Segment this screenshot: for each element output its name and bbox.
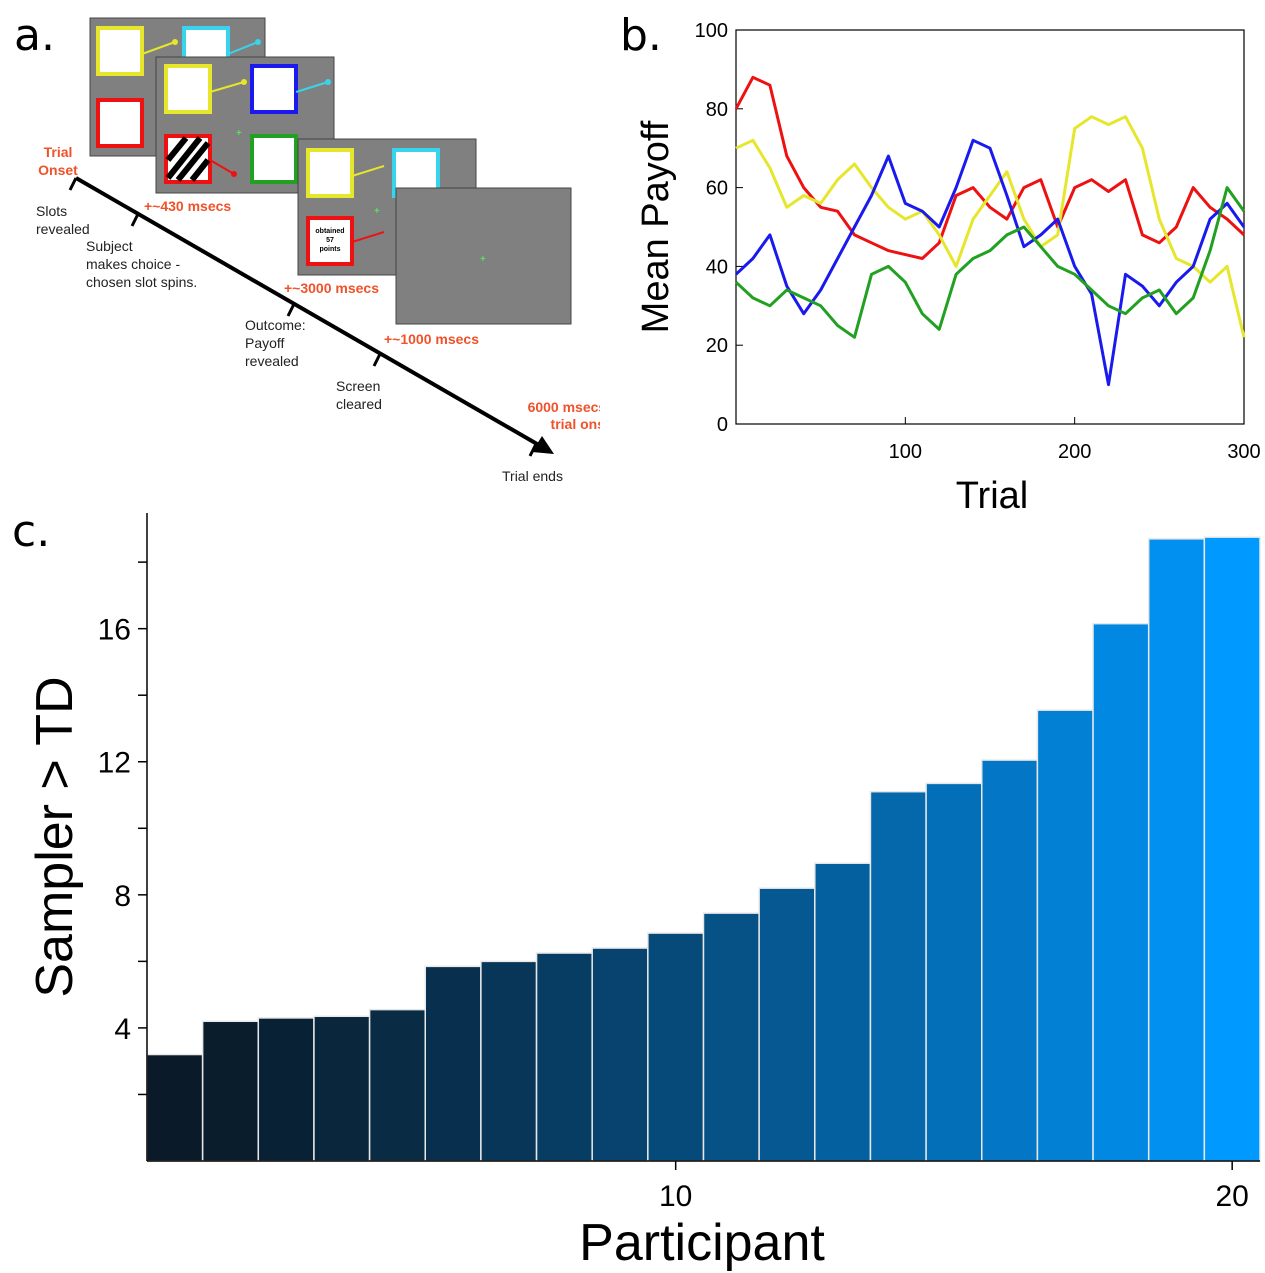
bar-participant-2	[201, 1020, 260, 1162]
chart-c-ytick-label: 16	[98, 614, 131, 647]
panel-a-letter: a.	[14, 10, 55, 61]
chart-b-xtick-label: 300	[1227, 441, 1260, 463]
bar-participant-3	[257, 1017, 315, 1162]
bar-participant-20	[1203, 536, 1261, 1162]
screen-2: +	[155, 56, 335, 194]
slot-red	[96, 98, 144, 148]
bar-participant-1	[146, 1053, 204, 1162]
chart-b-ytick-label: 80	[706, 99, 728, 121]
subject-choice-2: makes choice -	[86, 256, 180, 272]
payoff-line-3: points	[320, 246, 341, 253]
bar-participant-19	[1147, 538, 1206, 1162]
bar-participant-5	[368, 1008, 427, 1162]
bar-participant-8	[535, 952, 593, 1162]
chart-b-xtick-label: 100	[889, 441, 922, 463]
bar-participant-9	[591, 947, 649, 1162]
chart-b-ytick-label: 40	[706, 256, 728, 278]
spinning-slot	[164, 134, 212, 184]
trial-onset-label-2: Onset	[38, 162, 78, 178]
chart-c-ytick-label: 8	[114, 880, 131, 913]
bar-participant-10	[647, 932, 705, 1162]
series-line-yellow	[735, 115, 1246, 338]
task-timeline-diagram: + obtained 57 points + + Trial Onset Slo…	[36, 17, 600, 484]
bar-participant-6	[424, 965, 482, 1162]
outcome-1: Outcome:	[245, 317, 306, 333]
svg-text:+: +	[236, 128, 242, 139]
chart-b-frame	[735, 29, 1245, 425]
bar-participant-15	[925, 782, 983, 1162]
bar-participant-12	[758, 887, 816, 1162]
chart-b-ytick-label: 60	[706, 178, 728, 200]
series-line-blue	[734, 138, 1246, 387]
subject-choice-1: Subject	[86, 238, 133, 254]
outcome-2: Payoff	[245, 335, 285, 351]
slots-revealed-1: Slots	[36, 203, 67, 219]
sampler-td-bar-chart: 4 8 12 16 10 20 Participant Sampler > TD	[26, 513, 1261, 1272]
payoff-line-2: 57	[326, 237, 334, 244]
screen-cleared-1: Screen	[336, 378, 380, 394]
chart-b-ytick-label: 0	[717, 414, 728, 436]
chart-b-ylabel: Mean Payoff	[635, 120, 677, 333]
trial-ends-label: Trial ends	[502, 468, 563, 484]
arrow-head	[532, 436, 554, 454]
panel-c-letter: c.	[12, 506, 51, 557]
bar-participant-16	[981, 759, 1039, 1162]
chart-b-xtick-label: 200	[1058, 441, 1091, 463]
bar-participant-7	[480, 960, 538, 1162]
chart-c-xtick-label: 20	[1215, 1180, 1248, 1213]
bar-participant-13	[814, 862, 872, 1162]
bar-participant-4	[313, 1015, 371, 1162]
t6000-label-1: 6000 msecs after	[528, 399, 600, 415]
chart-c-ytick-label: 4	[114, 1013, 131, 1046]
series-line-red	[734, 75, 1246, 260]
t430-label: +~430 msecs	[144, 198, 231, 214]
t6000-label-2: trial onset	[551, 416, 600, 432]
slots-revealed-2: revealed	[36, 221, 90, 237]
slot-yellow	[96, 26, 144, 76]
screen-cleared-2: cleared	[336, 396, 382, 412]
payoff-line-1: obtained	[315, 228, 344, 235]
chart-b-ytick-label: 20	[706, 335, 728, 357]
svg-text:+: +	[374, 206, 380, 217]
chart-c-xtick-label: 10	[659, 1180, 692, 1213]
bar-participant-17	[1036, 709, 1094, 1162]
timeline-arrow	[75, 176, 545, 450]
t1000-label: +~1000 msecs	[384, 331, 479, 347]
svg-text:+: +	[480, 254, 486, 265]
chart-c-xlabel: Participant	[579, 1214, 825, 1272]
chart-b-xlabel: Trial	[956, 475, 1028, 517]
mean-payoff-line-chart: 0 20 40 60 80 100 100 200 300 Trial Mean Payoff	[635, 20, 1260, 517]
bar-participant-18	[1092, 622, 1150, 1162]
outcome-3: revealed	[245, 353, 299, 369]
panel-b-letter: b.	[620, 10, 662, 61]
trial-onset-label-1: Trial	[44, 144, 73, 160]
t3000-label: +~3000 msecs	[284, 280, 379, 296]
subject-choice-3: chosen slot spins.	[86, 274, 197, 290]
bar-participant-14	[869, 790, 927, 1162]
chart-b-ytick-label: 100	[695, 20, 728, 42]
chart-c-ylabel: Sampler > TD	[26, 676, 84, 997]
chart-c-ytick-label: 12	[98, 747, 131, 780]
bar-participant-11	[702, 912, 760, 1162]
screen-4-cleared: +	[395, 187, 572, 325]
series-line-green	[734, 186, 1246, 339]
